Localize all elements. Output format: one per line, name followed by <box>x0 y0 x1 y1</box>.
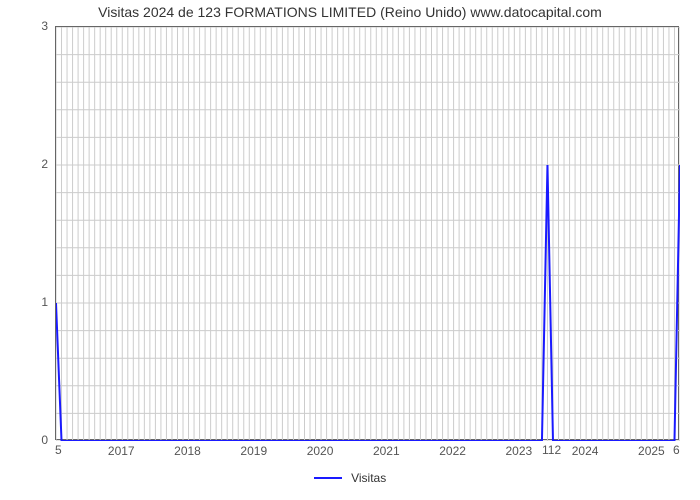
x-tick-label: 2025 <box>638 444 665 458</box>
bottom-right-label: 6 <box>673 443 680 457</box>
y-tick-label: 3 <box>0 19 48 33</box>
legend-swatch <box>314 477 342 479</box>
chart-title: Visitas 2024 de 123 FORMATIONS LIMITED (… <box>0 4 700 20</box>
y-tick-label: 1 <box>0 295 48 309</box>
x-tick-label: 2024 <box>572 444 599 458</box>
legend-label: Visitas <box>351 471 386 485</box>
x-tick-label: 2022 <box>439 444 466 458</box>
x-tick-label: 2019 <box>240 444 267 458</box>
line-chart: Visitas 2024 de 123 FORMATIONS LIMITED (… <box>0 0 700 500</box>
x-tick-label: 2018 <box>174 444 201 458</box>
x-tick-label: 2021 <box>373 444 400 458</box>
bottom-mid-label: 112 <box>542 443 561 457</box>
y-tick-label: 2 <box>0 157 48 171</box>
plot-area <box>55 26 679 440</box>
x-tick-label: 2017 <box>108 444 135 458</box>
x-tick-label: 2020 <box>307 444 334 458</box>
legend: Visitas <box>0 470 700 485</box>
bottom-left-label: 5 <box>55 443 62 457</box>
x-tick-label: 2023 <box>505 444 532 458</box>
y-tick-label: 0 <box>0 433 48 447</box>
